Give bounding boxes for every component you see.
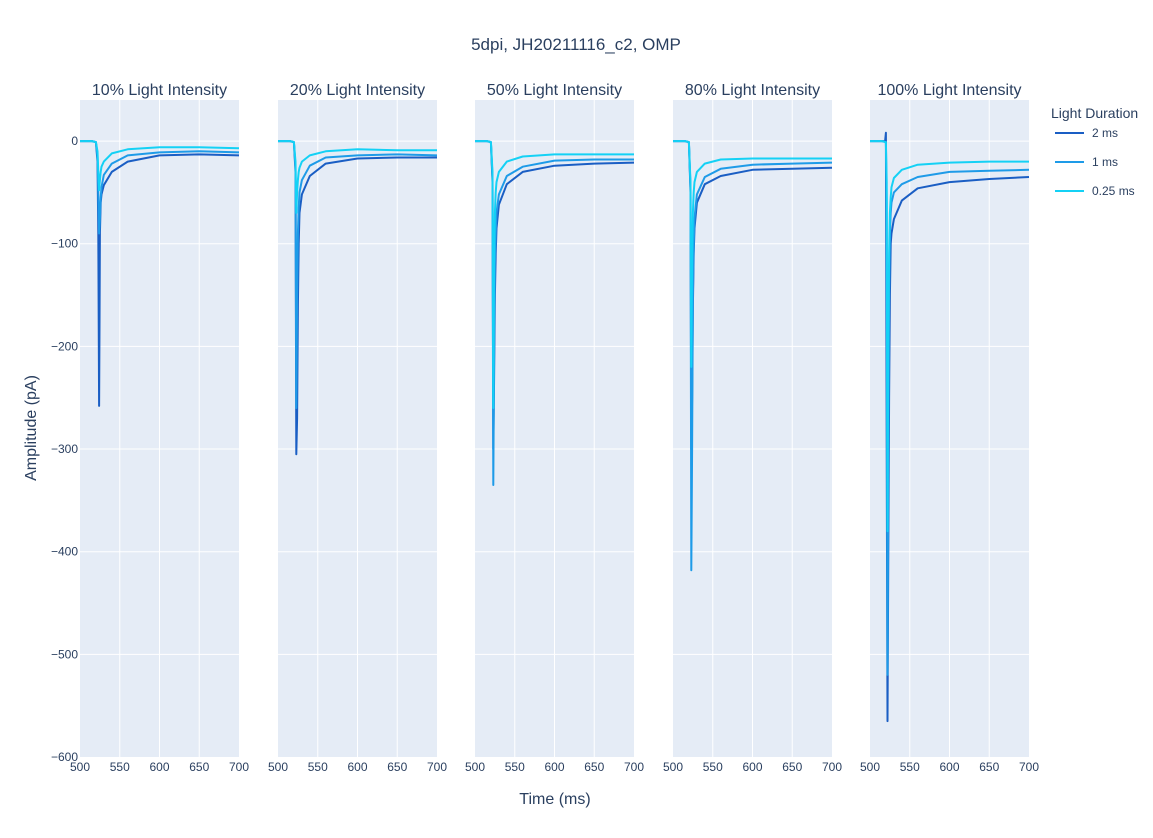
y-tick-label: 0 — [71, 134, 78, 148]
subplot-title: 50% Light Intensity — [487, 82, 622, 99]
subplot-title: 10% Light Intensity — [92, 82, 227, 99]
trace-line — [80, 140, 240, 192]
x-tick-label: 600 — [939, 760, 959, 774]
trace-line — [870, 140, 1029, 533]
x-axis-title: Time (ms) — [519, 791, 590, 808]
x-tick-label: 500 — [268, 760, 288, 774]
trace-line — [278, 140, 437, 214]
legend-entry-label: 0.25 ms — [1092, 184, 1135, 198]
legend-entry-label: 2 ms — [1092, 126, 1118, 140]
subplot-panel: 100% Light Intensity 500 550 600 650 700 — [860, 82, 1039, 774]
x-tick-label: 600 — [347, 760, 367, 774]
x-tick-label: 600 — [742, 760, 762, 774]
trace-line — [475, 140, 634, 409]
x-tick-label: 650 — [584, 760, 604, 774]
x-tick-label: 700 — [1019, 760, 1039, 774]
subplot-panel: 50% Light Intensity 500 550 600 650 700 — [465, 82, 644, 774]
subplot-panel: 20% Light Intensity 500 550 600 650 700 — [268, 82, 447, 774]
x-tick-label: 700 — [822, 760, 842, 774]
x-tick-label: 500 — [860, 760, 880, 774]
subplot-title: 80% Light Intensity — [685, 82, 820, 99]
x-tick-label: 600 — [149, 760, 169, 774]
legend-entry-label: 1 ms — [1092, 155, 1118, 169]
x-tick-label: 650 — [189, 760, 209, 774]
y-tick-label: −500 — [51, 647, 78, 661]
x-tick-label: 700 — [229, 760, 249, 774]
chart-title: 5dpi, JH20211116_c2, OMP — [471, 35, 681, 54]
legend-items: 2 ms 1 ms 0.25 ms — [1055, 126, 1135, 198]
y-tick-label: −400 — [51, 545, 78, 559]
y-tick-label: −300 — [51, 442, 78, 456]
x-tick-label: 500 — [465, 760, 485, 774]
x-tick-label: 700 — [624, 760, 644, 774]
x-tick-label: 650 — [782, 760, 802, 774]
y-tick-label: −100 — [51, 237, 78, 251]
subplot-panel: 10% Light Intensity 500 550 600 650 700 — [70, 82, 249, 774]
x-tick-label: 600 — [544, 760, 564, 774]
subplot-title: 100% Light Intensity — [877, 82, 1021, 99]
subplot-panel: 80% Light Intensity 500 550 600 650 700 — [663, 82, 842, 774]
x-tick-label: 650 — [979, 760, 999, 774]
legend-title: Light Duration — [1051, 105, 1138, 121]
x-tick-label: 550 — [900, 760, 920, 774]
legend: Light Duration 2 ms 1 ms 0.25 ms — [1051, 105, 1138, 198]
y-tick-label: −600 — [51, 750, 78, 764]
trace-line — [673, 140, 832, 368]
x-tick-label: 550 — [505, 760, 525, 774]
x-tick-label: 550 — [110, 760, 130, 774]
x-tick-label: 650 — [387, 760, 407, 774]
x-tick-label: 500 — [663, 760, 683, 774]
x-tick-label: 700 — [427, 760, 447, 774]
subplot-title: 20% Light Intensity — [290, 82, 425, 99]
y-tick-label: −200 — [51, 339, 78, 353]
x-tick-label: 500 — [70, 760, 90, 774]
x-tick-label: 550 — [308, 760, 328, 774]
x-tick-label: 550 — [703, 760, 723, 774]
y-axis-title: Amplitude (pA) — [23, 375, 40, 481]
